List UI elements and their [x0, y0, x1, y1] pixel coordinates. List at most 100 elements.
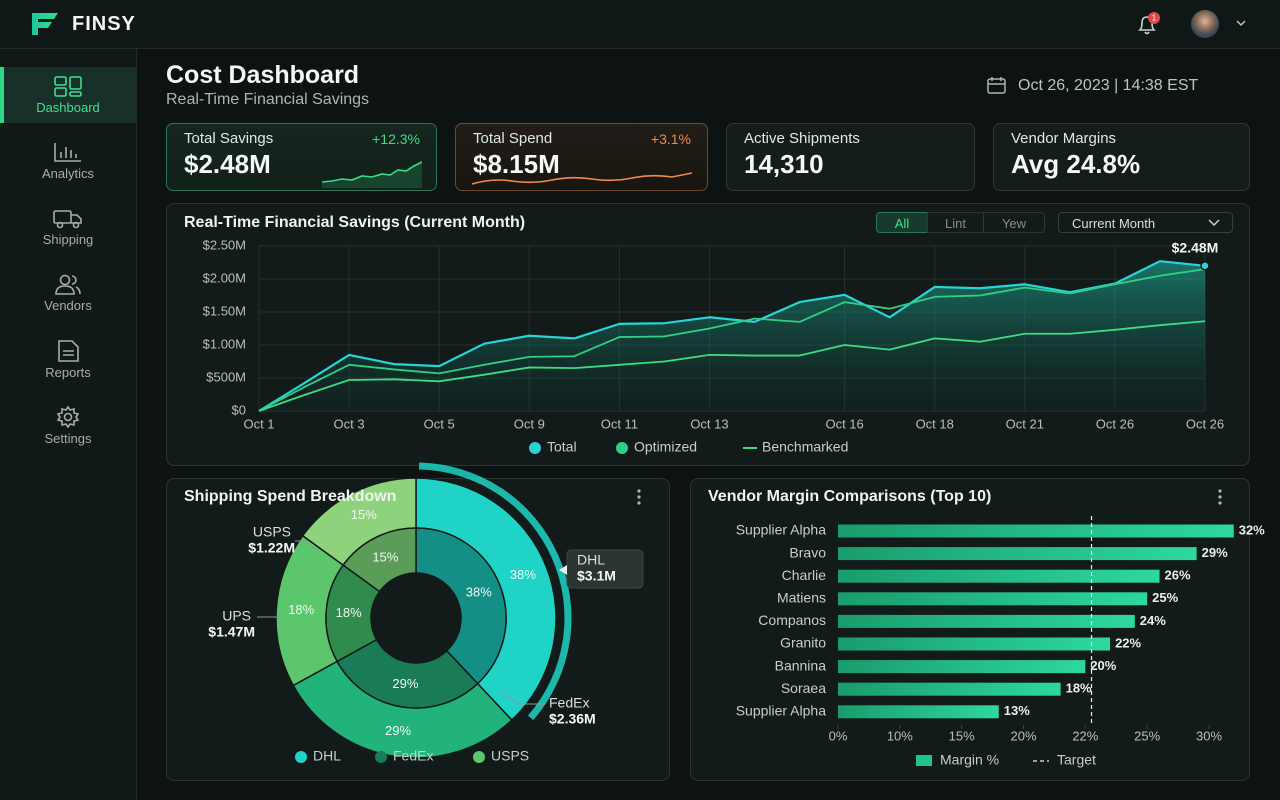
series-area: [259, 261, 1205, 411]
nav-item[interactable]: Shipping: [0, 201, 136, 257]
kpi-card: Total Spend $8.15M +3.1%: [455, 123, 708, 191]
y-tick-label: Granito: [780, 635, 826, 651]
segment-label: 15%: [372, 549, 398, 564]
x-tick-label: Oct 13: [690, 416, 728, 431]
nav-label: Reports: [45, 365, 91, 380]
filter-button[interactable]: Yew: [983, 212, 1045, 233]
notification-bell[interactable]: 1: [1134, 12, 1164, 38]
value-label: 25%: [1152, 590, 1178, 605]
point-marker: [1200, 261, 1210, 271]
kpi-card: Active Shipments 14,310: [726, 123, 975, 191]
callout-name: FedEx: [549, 695, 589, 711]
menu-dots[interactable]: [637, 489, 641, 505]
tooltip-pointer: [559, 565, 567, 575]
x-tick-label: Oct 26: [1096, 416, 1134, 431]
highlight-arc: [418, 462, 572, 721]
series-line: [258, 320, 1206, 412]
donut-chart: 38%29%18%15%38%29%18%15% DHL$3.1MFedEx$2.…: [208, 462, 644, 764]
inner-segment: [342, 527, 417, 593]
callout-amount: $3.1M: [577, 568, 616, 584]
x-tick-label: 30%: [1196, 728, 1222, 743]
bar: [838, 614, 1135, 628]
brand-name: FINSY: [72, 13, 136, 35]
kpi-value: Avg 24.8%: [1011, 149, 1141, 179]
shipping-panel: 38% 29% 18% 15% 38% 29% 18% 15% DHL $3.1M FedEx $2.…: [166, 462, 670, 781]
nav-item[interactable]: Analytics: [0, 135, 136, 191]
y-tick-label: $1.50M: [203, 303, 246, 318]
menu-dots[interactable]: [1218, 489, 1222, 505]
leader-line: [295, 540, 318, 552]
nav-label: Settings: [44, 431, 92, 446]
x-tick-label: 22%: [1072, 728, 1098, 743]
sparkline: [322, 161, 422, 188]
chart-title: Vendor Margin Comparisons (Top 10): [708, 488, 992, 505]
segment-label: 38%: [466, 585, 492, 600]
series-line: [258, 260, 1206, 412]
legend-label: Target: [1057, 752, 1096, 768]
x-tick-label: Oct 16: [825, 416, 863, 431]
user-menu[interactable]: [1184, 9, 1254, 39]
notification-count: 1: [1152, 14, 1157, 23]
dropdown-chevron: [1208, 219, 1220, 227]
value-label: 22%: [1115, 635, 1141, 650]
kpi-label: Total Savings: [184, 130, 274, 147]
bar: [838, 569, 1160, 583]
annotation: $2.48M: [1172, 240, 1219, 256]
kpi-label: Vendor Margins: [1011, 130, 1117, 147]
y-tick-label: Bravo: [789, 544, 826, 560]
legend-label: USPS: [491, 748, 529, 764]
segment-label: 29%: [392, 676, 418, 691]
value-label: 18%: [1066, 681, 1092, 696]
x-tick-label: Oct 11: [601, 416, 638, 431]
legend-marker: [473, 751, 485, 763]
segment-label: 15%: [351, 507, 377, 522]
sparkline: [472, 172, 693, 185]
legend-label: Margin %: [940, 752, 999, 768]
legend-marker: [616, 442, 628, 454]
y-tick-label: Charlie: [782, 567, 827, 583]
segment-label: 29%: [385, 723, 411, 738]
nav-item[interactable]: Dashboard: [0, 69, 136, 125]
x-tick-label: Oct 3: [334, 416, 365, 431]
y-tick-label: $2.00M: [203, 270, 246, 285]
x-tick-label: 10%: [887, 728, 913, 743]
kpi-change: +12.3%: [372, 131, 420, 147]
value-label: 13%: [1004, 703, 1030, 718]
x-tick-label: Oct 18: [916, 416, 954, 431]
chart-title: Real-Time Financial Savings (Current Mon…: [184, 214, 526, 231]
filter-button[interactable]: All: [876, 212, 928, 233]
bar: [838, 592, 1148, 606]
x-tick-label: 0%: [829, 728, 848, 743]
callout-amount: $1.47M: [208, 624, 255, 640]
top-bar: FINSY 1: [0, 0, 1280, 49]
nav-item[interactable]: Settings: [0, 400, 136, 456]
period-dropdown[interactable]: Current Month: [1058, 212, 1233, 233]
filter-button[interactable]: Lint: [927, 212, 984, 233]
bar: [838, 524, 1234, 538]
callout-name: USPS: [253, 524, 291, 540]
bar: [838, 660, 1086, 674]
nav-icon: [56, 406, 80, 428]
segment-label: 38%: [510, 567, 536, 582]
x-tick-label: 20%: [1010, 728, 1036, 743]
kpi-value: $8.15M: [473, 149, 560, 179]
legend-marker: [375, 751, 387, 763]
segment-label: 18%: [336, 605, 362, 620]
leader-line: [498, 690, 545, 705]
y-tick-label: Bannina: [775, 657, 827, 673]
page-subtitle: Real-Time Financial Savings: [166, 91, 370, 108]
nav-label: Shipping: [42, 232, 94, 247]
nav-item[interactable]: Reports: [0, 334, 136, 390]
nav-item[interactable]: Vendors: [0, 267, 136, 323]
kpi-card: Vendor Margins Avg 24.8%: [993, 123, 1250, 191]
legend-marker: [295, 751, 307, 763]
nav-icon: [58, 340, 79, 362]
nav-label: Analytics: [41, 166, 95, 181]
nav-icon: [54, 76, 82, 97]
x-tick-label: 15%: [949, 728, 975, 743]
kpi-change: +3.1%: [650, 131, 691, 147]
x-tick-label: Oct 9: [514, 416, 545, 431]
x-tick-label: 25%: [1134, 728, 1160, 743]
legend-label: FedEx: [393, 748, 433, 764]
callout-amount: $2.36M: [549, 711, 596, 727]
